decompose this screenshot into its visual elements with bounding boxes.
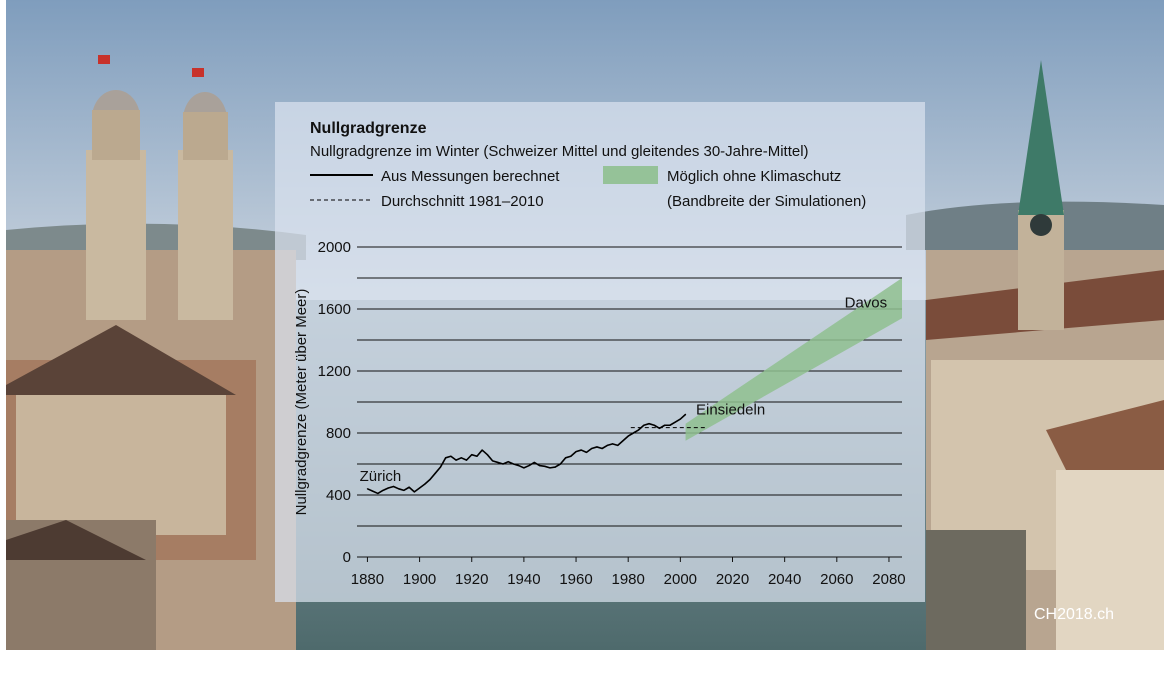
x-tick-label: 2020 [716, 571, 749, 588]
y-tick-label: 400 [326, 487, 351, 504]
x-tick-label: 1880 [351, 571, 384, 588]
data-point [471, 454, 473, 456]
x-tick-label: 2080 [872, 571, 905, 588]
data-point [664, 424, 666, 426]
data-point [450, 455, 452, 457]
data-point [481, 449, 483, 451]
legend-label-average: Durchschnitt 1981–2010 [381, 193, 544, 210]
data-point [611, 443, 614, 445]
data-point [596, 446, 598, 448]
data-point [658, 427, 661, 429]
data-point [653, 424, 655, 426]
chart-title: Nullgradgrenze [310, 120, 427, 137]
data-point [507, 461, 509, 463]
y-tick-label: 800 [326, 425, 351, 442]
data-point [518, 464, 520, 467]
x-tick-labels: 1880 1900 1920 1940 1960 1980 2000 2020 2040 2060… [351, 557, 906, 588]
annotation-einsiedeln: Einsiedeln [696, 401, 765, 418]
data-points [366, 413, 687, 495]
credit-text: CH2018.ch [1034, 606, 1115, 623]
data-point [387, 487, 389, 489]
band-no-climate-protection [685, 278, 902, 441]
data-point [538, 464, 541, 467]
data-point [643, 424, 645, 426]
data-point [580, 449, 582, 451]
annotation-davos: Davos [845, 294, 888, 311]
data-point [424, 483, 426, 485]
data-point [497, 461, 499, 464]
data-point [382, 489, 384, 491]
x-tick-label: 2060 [820, 571, 853, 588]
y-axis-label: Nullgradgrenze (Meter über Meer) [293, 289, 310, 516]
chart-panel: Nullgradgrenze Nullgradgrenze im Winter … [275, 102, 925, 602]
chart: Nullgradgrenze Nullgradgrenze im Winter … [293, 120, 906, 588]
data-point [549, 467, 551, 469]
legend-swatch-band [603, 166, 658, 184]
data-point [591, 447, 593, 450]
x-tick-label: 1920 [455, 571, 488, 588]
data-point [445, 457, 447, 459]
data-point [372, 490, 374, 492]
data-point [512, 463, 515, 465]
data-point [460, 457, 462, 459]
y-tick-label: 0 [343, 549, 351, 566]
legend-label-band-note: (Bandbreite der Simulationen) [667, 193, 866, 210]
annotation-zurich: Zürich [360, 468, 402, 485]
data-point [684, 413, 687, 415]
data-point [491, 460, 494, 462]
x-tick-label: 1940 [507, 571, 540, 588]
data-point [601, 447, 603, 450]
y-tick-label: 1200 [318, 363, 351, 380]
data-point [455, 459, 457, 461]
data-point [398, 488, 400, 490]
data-point [533, 461, 535, 464]
data-point [528, 464, 530, 467]
data-point [617, 444, 619, 446]
data-point [679, 418, 681, 420]
series-line-measured [367, 413, 687, 495]
data-point [554, 466, 556, 468]
data-point [648, 423, 650, 425]
data-point [366, 488, 369, 490]
data-point [669, 424, 671, 426]
gridlines [357, 246, 902, 558]
data-point [418, 487, 421, 489]
data-point [559, 463, 561, 465]
x-tick-label: 1960 [559, 571, 592, 588]
data-point [575, 451, 577, 453]
chart-subtitle: Nullgradgrenze im Winter (Schweizer Mitt… [310, 143, 809, 160]
data-point [565, 457, 567, 459]
data-point [377, 492, 379, 495]
data-point [627, 435, 629, 437]
data-point [570, 455, 572, 457]
data-point [439, 466, 442, 468]
y-tick-label: 2000 [318, 239, 351, 256]
x-tick-label: 2040 [768, 571, 801, 588]
legend-label-band: Möglich ohne Klimaschutz [667, 168, 841, 185]
data-point [606, 444, 608, 446]
data-point [429, 478, 431, 481]
data-point [502, 463, 504, 465]
x-tick-label: 2000 [664, 571, 697, 588]
data-point [585, 451, 588, 453]
data-point [392, 485, 395, 488]
data-point [486, 454, 488, 456]
data-point [465, 459, 468, 461]
data-point [544, 465, 546, 467]
y-tick-labels: 0 400 800 1200 1600 2000 [318, 239, 351, 566]
data-point [674, 421, 676, 423]
x-tick-label: 1980 [612, 571, 645, 588]
data-point [403, 489, 405, 491]
data-point [632, 432, 635, 434]
legend-label-measured: Aus Messungen berechnet [381, 168, 560, 185]
x-tick-label: 1900 [403, 571, 436, 588]
data-point [523, 467, 525, 469]
data-point [408, 486, 410, 488]
data-point [638, 429, 640, 431]
y-tick-label: 1600 [318, 301, 351, 318]
data-point [434, 472, 436, 474]
data-point [413, 491, 415, 493]
data-point [476, 455, 478, 457]
data-point [622, 440, 624, 442]
